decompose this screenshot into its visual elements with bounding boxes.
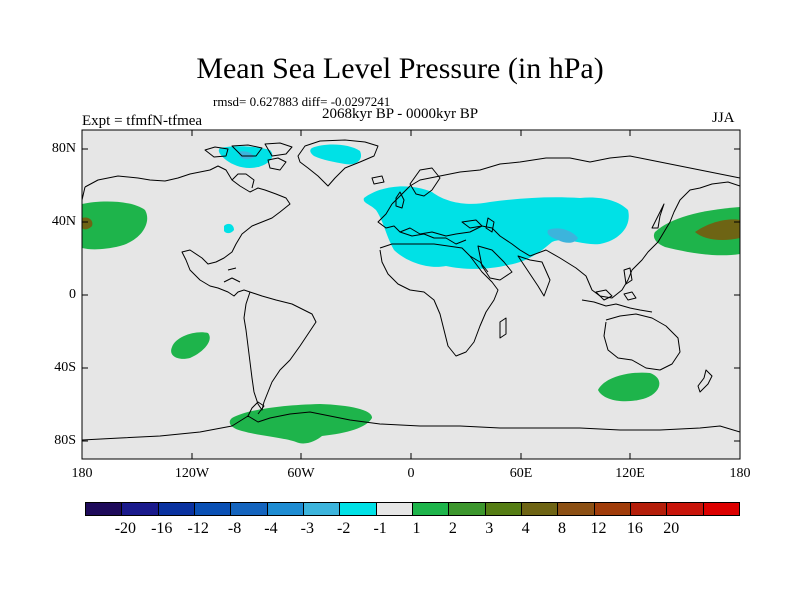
colorbar-label: 20 [663, 520, 680, 537]
coast-europe-asia [377, 181, 740, 299]
colorbar-segment [630, 503, 668, 515]
coast-caribbean [223, 267, 241, 283]
coast-antarctic-peninsula [247, 401, 265, 417]
colorbar-segment [158, 503, 195, 515]
coast-australia [603, 313, 681, 371]
lon-label-0: 0 [407, 466, 415, 481]
colorbar-label: -1 [373, 520, 387, 537]
coast-south-america [243, 291, 317, 411]
colorbar-label: -8 [227, 520, 242, 537]
colorbar-segment [449, 503, 486, 515]
colorbar-label: 3 [485, 520, 494, 537]
map-title: Mean Sea Level Pressure (in hPa) [196, 52, 604, 85]
experiment-label: Expt = tfmfN-tfmea [82, 113, 203, 129]
colorbar-label: 2 [448, 520, 457, 537]
colorbar-segment [521, 503, 559, 515]
coast-india [517, 255, 551, 297]
coast-north-america [84, 165, 291, 297]
colorbar-segment [340, 503, 377, 515]
coast-red-sea [469, 255, 489, 273]
coast-indonesia [581, 289, 653, 313]
coastlines [82, 139, 740, 441]
coast-africa [379, 243, 499, 357]
coast-iceland [371, 175, 385, 185]
negative-anomaly-eurasia [363, 186, 629, 269]
lon-label-180e: 180 [729, 466, 751, 481]
colorbar-segment [703, 503, 739, 515]
lon-label-60e: 60E [509, 466, 533, 481]
coast-new-zealand [697, 369, 713, 393]
ocean-background [82, 130, 740, 459]
colorbar-label: 16 [626, 520, 643, 537]
lon-label-180w: 180 [71, 466, 93, 481]
lat-label-eq: 0 [69, 287, 76, 302]
colorbar-label: -2 [337, 520, 351, 537]
coast-scandinavia [409, 167, 441, 197]
colorbar-segment [412, 503, 450, 515]
colorbar [85, 502, 740, 516]
coast-hudson-bay [231, 173, 255, 189]
lat-label-40s: 40S [54, 360, 76, 375]
colorbar-label: -12 [187, 520, 209, 537]
negative-anomaly-labrador [224, 223, 234, 234]
colorbar-segment [303, 503, 341, 515]
coast-mediterranean [399, 231, 467, 245]
coast-antarctica [82, 411, 740, 441]
colorbar-segment [594, 503, 631, 515]
colorbar-label: 8 [558, 520, 567, 537]
colorbar-segment [485, 503, 522, 515]
lat-label-80s: 80S [54, 433, 76, 448]
negative-anomaly-greenland [310, 144, 362, 165]
colorbar-label: 12 [590, 520, 607, 537]
colorbar-segment [267, 503, 304, 515]
negative-anomaly-arctic-core [238, 151, 254, 160]
lat-label-80n: 80N [51, 141, 76, 156]
colorbar-label: 1 [412, 520, 421, 537]
colorbar-segment [122, 503, 159, 515]
lon-label-120e: 120E [615, 466, 645, 481]
colorbar-segment [558, 503, 595, 515]
colorbar-segment [86, 503, 123, 515]
colorbar-segment [376, 503, 413, 515]
lat-label-40n: 40N [51, 214, 76, 229]
stats-text: rmsd= 0.627883 diff= -0.0297241 [213, 94, 391, 109]
coast-siberia-north [391, 155, 740, 205]
colorbar-label: -16 [151, 520, 173, 537]
colorbar-segment [231, 503, 268, 515]
coast-arabia [477, 245, 513, 281]
coast-uk [395, 191, 405, 209]
colorbar-label: 4 [521, 520, 530, 537]
positive-anomaly-core-east [695, 219, 740, 240]
positive-anomaly-south-atlantic [171, 332, 210, 359]
positive-anomaly-pacific-west [82, 201, 148, 250]
coast-black-caspian [461, 217, 495, 233]
colorbar-segment [667, 503, 704, 515]
coast-arctic-islands [204, 142, 293, 171]
coast-madagascar [499, 317, 507, 339]
colorbar-segment [194, 503, 232, 515]
colorbar-label: -3 [300, 520, 314, 537]
period-text: 2068kyr BP - 0000kyr BP [322, 106, 479, 122]
colorbar-label: -20 [114, 520, 137, 537]
coast-japan [651, 203, 665, 229]
coast-greenland [297, 139, 379, 187]
axis-ticks [81, 130, 741, 459]
anomaly-fields [82, 144, 740, 444]
colorbar-label: -4 [264, 520, 278, 537]
negative-anomaly-core [547, 228, 578, 243]
lon-label-120w: 120W [174, 466, 210, 481]
positive-anomaly-south-pacific [598, 372, 660, 402]
positive-anomaly-core-west [82, 217, 93, 230]
season-label: JJA [712, 110, 735, 126]
positive-anomaly-antarctic [229, 404, 373, 444]
coast-philippines [623, 267, 633, 285]
lon-label-60w: 60W [287, 466, 315, 481]
